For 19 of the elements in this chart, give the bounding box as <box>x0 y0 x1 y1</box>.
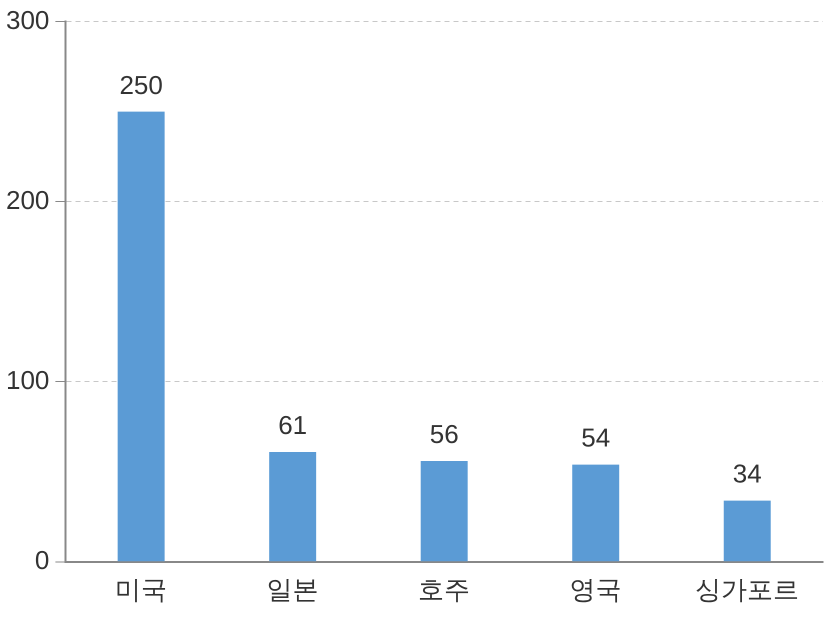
y-tick-label: 0 <box>34 544 50 575</box>
y-tick-label: 200 <box>6 184 50 215</box>
data-label: 34 <box>732 458 762 489</box>
x-tick-label: 영국 <box>570 574 622 605</box>
x-tick-label: 호주 <box>418 574 470 605</box>
bar <box>118 112 165 562</box>
y-tick-label: 300 <box>6 4 50 35</box>
data-label: 54 <box>581 422 610 453</box>
bar <box>572 464 620 562</box>
data-label: 250 <box>119 70 163 100</box>
x-tick-label: 싱가포르 <box>695 574 800 605</box>
data-label: 61 <box>278 410 308 440</box>
x-tick-label: 미국 <box>115 574 168 605</box>
bar <box>269 452 316 562</box>
y-tick-label: 100 <box>6 364 50 395</box>
x-tick-label: 일본 <box>266 574 319 605</box>
bar <box>420 460 468 562</box>
data-label: 56 <box>430 419 459 450</box>
bar <box>724 500 771 562</box>
